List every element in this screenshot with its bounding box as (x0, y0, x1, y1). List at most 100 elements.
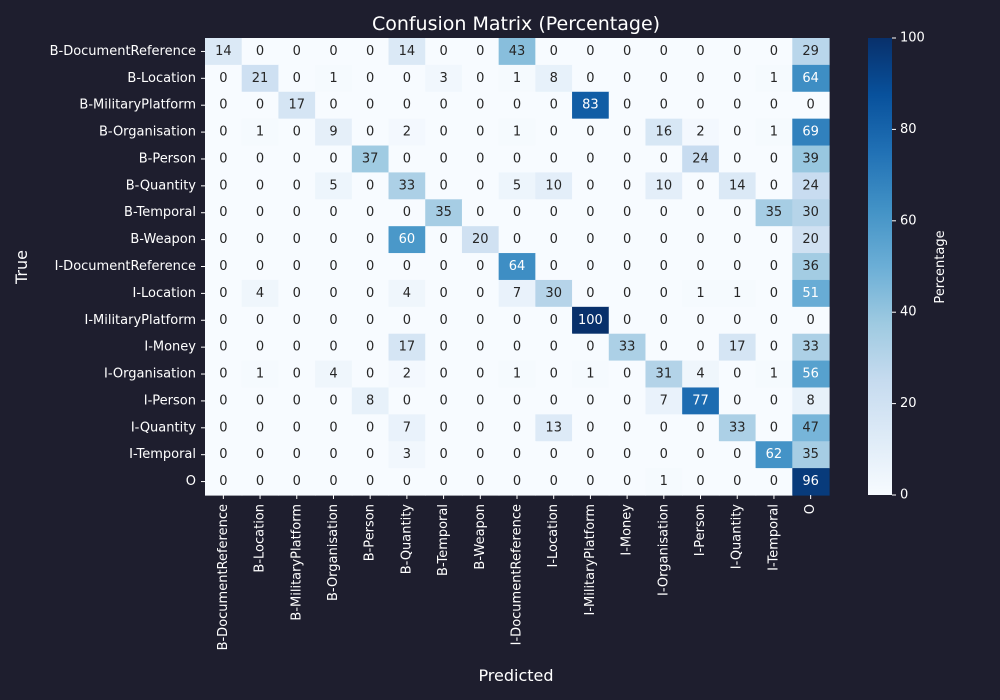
cell-value-label: 33 (729, 420, 746, 435)
heatmap-cell (498, 145, 536, 174)
cell-value-label: 0 (696, 205, 704, 220)
y-tick-label: I-Quantity (131, 420, 196, 435)
cell-value-label: 0 (439, 125, 447, 140)
cell-value-label: 0 (660, 447, 668, 462)
cell-value-label: 0 (586, 259, 594, 274)
cell-value-label: 0 (256, 259, 264, 274)
heatmap-cell (278, 441, 316, 469)
heatmap-cell (351, 279, 390, 308)
cell-value-label: 0 (366, 205, 374, 220)
cell-value-label: 0 (807, 98, 815, 113)
heatmap-cell (792, 279, 830, 308)
cell-value-label: 0 (770, 393, 778, 408)
heatmap-cell (425, 64, 463, 93)
heatmap-cell (425, 360, 463, 389)
colorbar-tick-label: 60 (900, 213, 917, 228)
cell-value-label: 0 (513, 98, 521, 113)
cell-value-label: 36 (802, 259, 819, 274)
y-tick-label: I-Money (144, 340, 196, 355)
heatmap-cell (755, 38, 793, 66)
y-tick-label: B-MilitaryPlatform (79, 98, 196, 113)
heatmap-cell (682, 414, 720, 442)
x-tick-label: B-Temporal (436, 504, 451, 576)
y-tick-label: B-Weapon (130, 232, 196, 247)
heatmap-cell (241, 226, 280, 254)
heatmap-cell (498, 91, 536, 120)
heatmap-cell (535, 38, 573, 66)
heatmap-cell (645, 199, 683, 227)
cell-value-label: 5 (329, 178, 337, 193)
x-tick-label: B-Location (253, 504, 268, 573)
heatmap-cell (388, 279, 426, 308)
heatmap-cell (241, 387, 280, 415)
cell-value-label: 0 (329, 232, 337, 247)
cell-value-label: 0 (733, 259, 741, 274)
cell-value-label: 0 (293, 393, 301, 408)
cell-value-label: 31 (656, 367, 673, 382)
cell-value-label: 3 (403, 447, 411, 462)
heatmap-cell (645, 38, 683, 66)
cell-value-label: 0 (439, 313, 447, 328)
cell-value-label: 64 (802, 71, 819, 86)
cell-value-label: 1 (256, 367, 264, 382)
cell-value-label: 0 (660, 151, 668, 166)
cell-value-label: 0 (586, 125, 594, 140)
cell-value-label: 0 (366, 71, 374, 86)
cell-value-label: 0 (366, 313, 374, 328)
heatmap-cell (388, 414, 426, 442)
heatmap-cell (241, 441, 280, 469)
cell-value-label: 0 (329, 420, 337, 435)
heatmap-cell (461, 64, 500, 93)
heatmap-cell (755, 414, 793, 442)
heatmap-cell (461, 199, 500, 227)
heatmap-cell (718, 145, 757, 174)
heatmap-cell (498, 387, 536, 415)
cell-value-label: 0 (696, 259, 704, 274)
cell-value-label: 0 (293, 259, 301, 274)
cell-value-label: 0 (550, 125, 558, 140)
cell-value-label: 0 (550, 205, 558, 220)
cell-value-label: 0 (256, 313, 264, 328)
cell-value-label: 0 (586, 474, 594, 489)
x-tick-labels: B-DocumentReference B-Location B-MilitaryP… (216, 495, 818, 650)
heatmap-cell (278, 64, 316, 93)
cell-value-label: 0 (770, 98, 778, 113)
cell-value-label: 0 (733, 447, 741, 462)
cell-value-label: 4 (256, 286, 264, 301)
cell-value-label: 0 (733, 151, 741, 166)
heatmap-cell (205, 118, 243, 147)
cell-value-label: 0 (550, 393, 558, 408)
heatmap-cell (792, 253, 830, 281)
cell-value-label: 0 (696, 232, 704, 247)
cell-value-label: 0 (733, 393, 741, 408)
heatmap-cell (278, 226, 316, 254)
cell-value-label: 0 (586, 340, 594, 355)
heatmap-cell (498, 468, 536, 496)
heatmap-cell (645, 468, 683, 496)
heatmap-cell (388, 145, 426, 174)
heatmap-cell (682, 333, 720, 362)
cell-value-label: 0 (550, 44, 558, 59)
x-tick-label: B-Quantity (399, 504, 414, 575)
heatmap-cell (718, 441, 757, 469)
cell-value-label: 96 (802, 474, 819, 489)
cell-value-label: 0 (329, 313, 337, 328)
cell-value-label: 0 (476, 178, 484, 193)
heatmap-cell (608, 226, 647, 254)
cell-value-label: 0 (476, 98, 484, 113)
heatmap-cell (278, 468, 316, 496)
cell-value-label: 0 (733, 205, 741, 220)
heatmap-cell (498, 441, 536, 469)
cell-value-label: 0 (256, 98, 264, 113)
heatmap-cell (351, 387, 390, 415)
cell-value-label: 0 (366, 259, 374, 274)
cell-value-label: 14 (215, 44, 232, 59)
cell-value-label: 10 (656, 178, 673, 193)
cell-value-label: 0 (256, 151, 264, 166)
heatmap-cell (682, 441, 720, 469)
heatmap-cell (792, 468, 830, 496)
cell-value-label: 0 (329, 98, 337, 113)
heatmap-cell (278, 145, 316, 174)
heatmap-cell (461, 468, 500, 496)
cell-value-label: 0 (696, 71, 704, 86)
